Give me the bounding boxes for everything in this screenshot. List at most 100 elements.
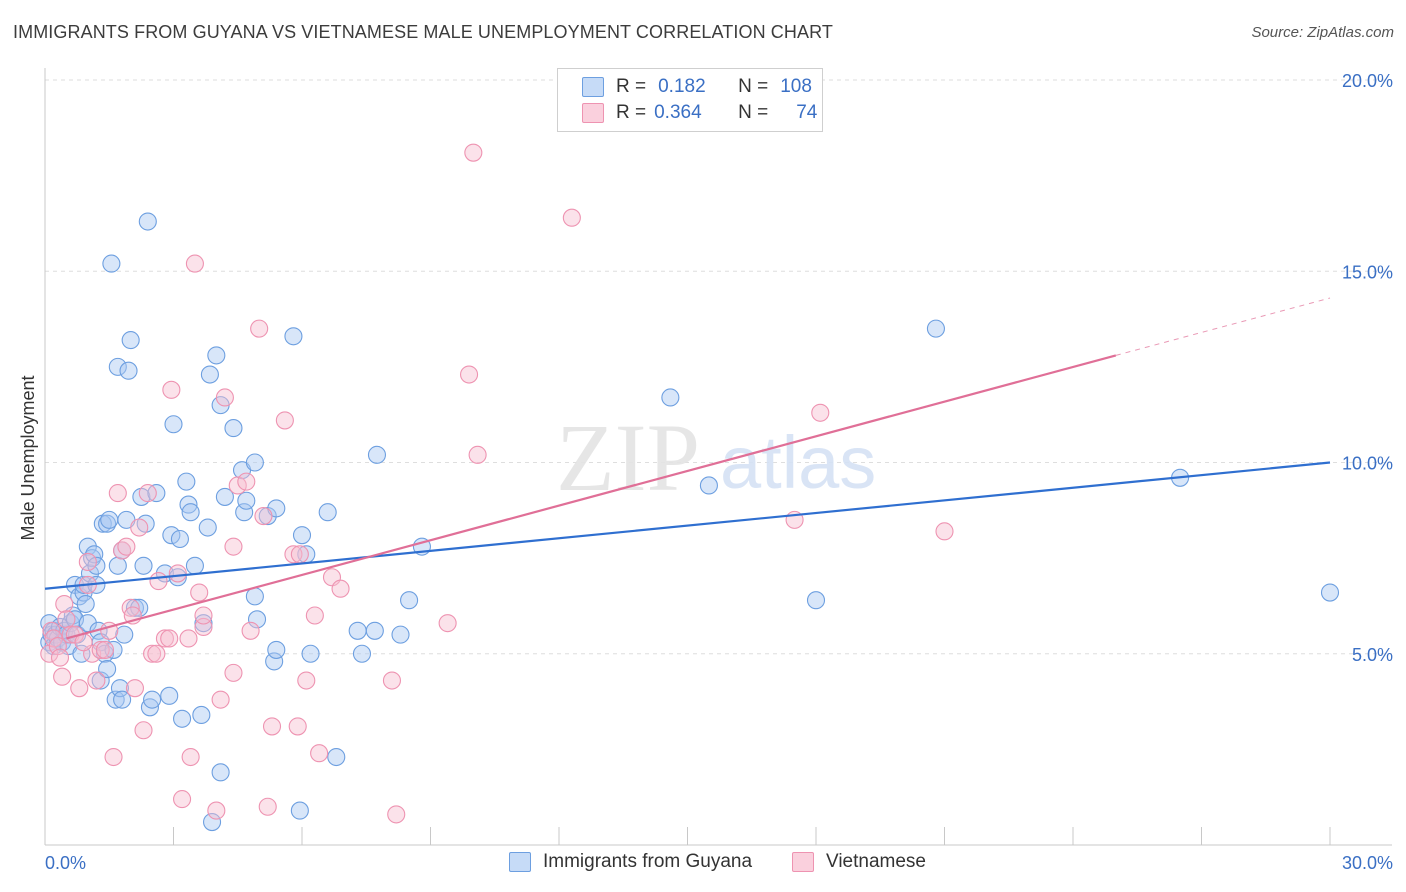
point-guyana (806, 591, 826, 610)
point-guyana (160, 686, 179, 705)
point-guyana (367, 445, 387, 464)
point-guyana (115, 625, 134, 644)
bottom-legend-guyana: Immigrants from Guyana (509, 851, 752, 873)
point-vietnamese (224, 537, 243, 556)
point-vietnamese (138, 484, 157, 503)
point-guyana (177, 472, 196, 491)
point-vietnamese (95, 640, 115, 659)
point-vietnamese (297, 671, 316, 690)
point-guyana (100, 510, 119, 529)
point-vietnamese (143, 644, 162, 663)
point-guyana (110, 679, 130, 698)
point-vietnamese (168, 564, 187, 583)
point-vietnamese (162, 380, 181, 399)
point-guyana (179, 495, 198, 514)
point-vietnamese (91, 640, 110, 659)
point-vietnamese (149, 572, 168, 591)
n-label: N = (738, 102, 769, 123)
bottom-legend-label-guyana: Immigrants from Guyana (543, 851, 753, 872)
axis-labels: 5.0% 10.0% 15.0% 20.0% 0.0% 30.0% Male Unemplo… (18, 71, 1393, 873)
trend-line-guyana (44, 461, 1331, 590)
point-guyana (301, 644, 320, 663)
point-guyana (113, 690, 132, 709)
bottom-swatch-guyana (509, 852, 531, 872)
point-vietnamese (262, 717, 282, 736)
point-vietnamese (382, 671, 402, 690)
point-vietnamese (438, 614, 457, 633)
point-vietnamese (70, 679, 89, 698)
point-guyana (134, 556, 153, 575)
point-guyana (121, 331, 140, 350)
point-guyana (391, 625, 410, 644)
point-guyana (143, 690, 162, 709)
point-vietnamese (562, 208, 581, 227)
point-guyana (292, 526, 312, 545)
point-vietnamese (181, 747, 200, 767)
point-vietnamese (87, 671, 106, 690)
correlation-legend: R = 0.182 N = 108 R = 0.364 N = 74 (557, 68, 823, 132)
point-guyana (192, 705, 211, 725)
point-vietnamese (211, 690, 230, 709)
source-credit: Source: ZipAtlas.com (1251, 24, 1394, 41)
point-vietnamese (125, 679, 144, 698)
point-vietnamese (288, 717, 307, 736)
point-vietnamese (108, 484, 127, 503)
y-tick-label: 10.0% (1342, 454, 1393, 474)
point-guyana (365, 621, 384, 640)
point-guyana (267, 640, 286, 659)
point-guyana (661, 388, 680, 407)
point-vietnamese (173, 790, 192, 809)
point-vietnamese (57, 610, 76, 629)
point-guyana (102, 254, 121, 273)
point-vietnamese (207, 801, 226, 820)
point-vietnamese (228, 476, 247, 495)
point-guyana (185, 556, 204, 575)
point-guyana (926, 319, 945, 338)
point-vietnamese (147, 644, 166, 663)
y-tick-label: 5.0% (1352, 645, 1393, 665)
watermark: ZIP atlas (556, 404, 876, 511)
point-guyana (164, 415, 183, 434)
point-guyana (237, 491, 256, 510)
point-vietnamese (78, 552, 97, 572)
point-vietnamese (215, 388, 234, 407)
point-guyana (247, 610, 267, 629)
chart-title: IMMIGRANTS FROM GUYANA VS VIETNAMESE MAL… (13, 22, 833, 42)
point-guyana (207, 346, 226, 365)
point-guyana (98, 659, 117, 679)
point-vietnamese (224, 663, 243, 682)
point-guyana (265, 652, 284, 671)
point-guyana (203, 812, 222, 832)
point-vietnamese (250, 319, 269, 338)
n-label: N = (738, 76, 769, 97)
y-axis-title: Male Unemployment (18, 375, 38, 540)
x-tick-label: 30.0% (1342, 853, 1393, 873)
point-vietnamese (464, 143, 483, 162)
point-guyana (245, 587, 264, 606)
point-guyana (119, 361, 138, 380)
point-guyana (80, 564, 100, 583)
point-vietnamese (185, 254, 204, 273)
point-guyana (235, 503, 254, 522)
r-label: R = (616, 102, 647, 123)
point-vietnamese (254, 506, 273, 526)
point-guyana (125, 598, 144, 617)
point-vietnamese (275, 411, 294, 430)
point-vietnamese (134, 721, 153, 740)
point-vietnamese (104, 747, 123, 767)
point-guyana (348, 621, 367, 640)
point-guyana (211, 763, 230, 782)
point-vietnamese (241, 621, 260, 640)
point-vietnamese (237, 472, 256, 491)
point-vietnamese (48, 637, 67, 656)
point-guyana (198, 518, 217, 537)
x-tick-label: 0.0% (45, 853, 86, 873)
point-vietnamese (130, 518, 149, 537)
point-guyana (224, 419, 243, 438)
point-guyana (108, 357, 127, 376)
point-guyana (162, 526, 181, 545)
bottom-legend-label-vietnamese: Vietnamese (826, 851, 926, 872)
point-guyana (318, 503, 337, 522)
point-guyana (76, 594, 95, 614)
